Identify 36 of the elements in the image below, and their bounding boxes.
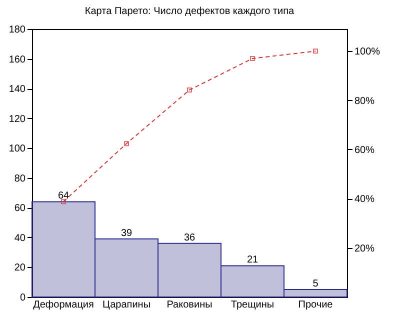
y2-tick-label: 80% — [354, 96, 375, 107]
x-tick-label: Трещины — [230, 300, 274, 310]
y2-tick-label: 40% — [354, 194, 375, 206]
data-label: 5 — [312, 278, 319, 290]
y-tick-label: 40 — [14, 232, 26, 244]
y-tick-label: 100 — [8, 144, 26, 155]
y-tick-label: 180 — [8, 24, 26, 36]
x-tick-label: Прочие — [298, 300, 334, 310]
bar — [158, 242, 222, 298]
data-label: 39 — [120, 228, 132, 239]
bar — [94, 238, 158, 298]
y-tick-label: 20 — [14, 262, 26, 274]
y-tick-label: 60 — [14, 203, 26, 214]
point — [187, 87, 192, 92]
y-tick-label: 140 — [8, 84, 26, 96]
bar — [32, 201, 96, 298]
bar — [284, 289, 348, 298]
x-tick-label: Царапины — [102, 300, 151, 310]
point — [313, 48, 318, 54]
x-tick-label: Деформация — [33, 300, 94, 310]
point — [250, 56, 255, 62]
point — [61, 199, 66, 204]
data-label: 21 — [246, 254, 258, 266]
data-label: 64 — [58, 190, 70, 202]
point — [124, 141, 129, 146]
chart-title: Карта Парето: Число дефектов каждого типа — [84, 6, 295, 17]
y-tick-label: 0 — [20, 292, 26, 304]
y-tick-label: 120 — [8, 114, 26, 125]
y2-tick-label: 100% — [354, 46, 380, 58]
data-label: 36 — [184, 232, 196, 244]
y2-tick-label: 60% — [354, 144, 375, 156]
y-tick-label: 80 — [14, 173, 26, 184]
y-tick-label: 160 — [8, 54, 26, 66]
y2-tick-label: 20% — [354, 243, 375, 254]
bar — [220, 265, 284, 298]
x-tick-label: Раковины — [166, 300, 212, 310]
